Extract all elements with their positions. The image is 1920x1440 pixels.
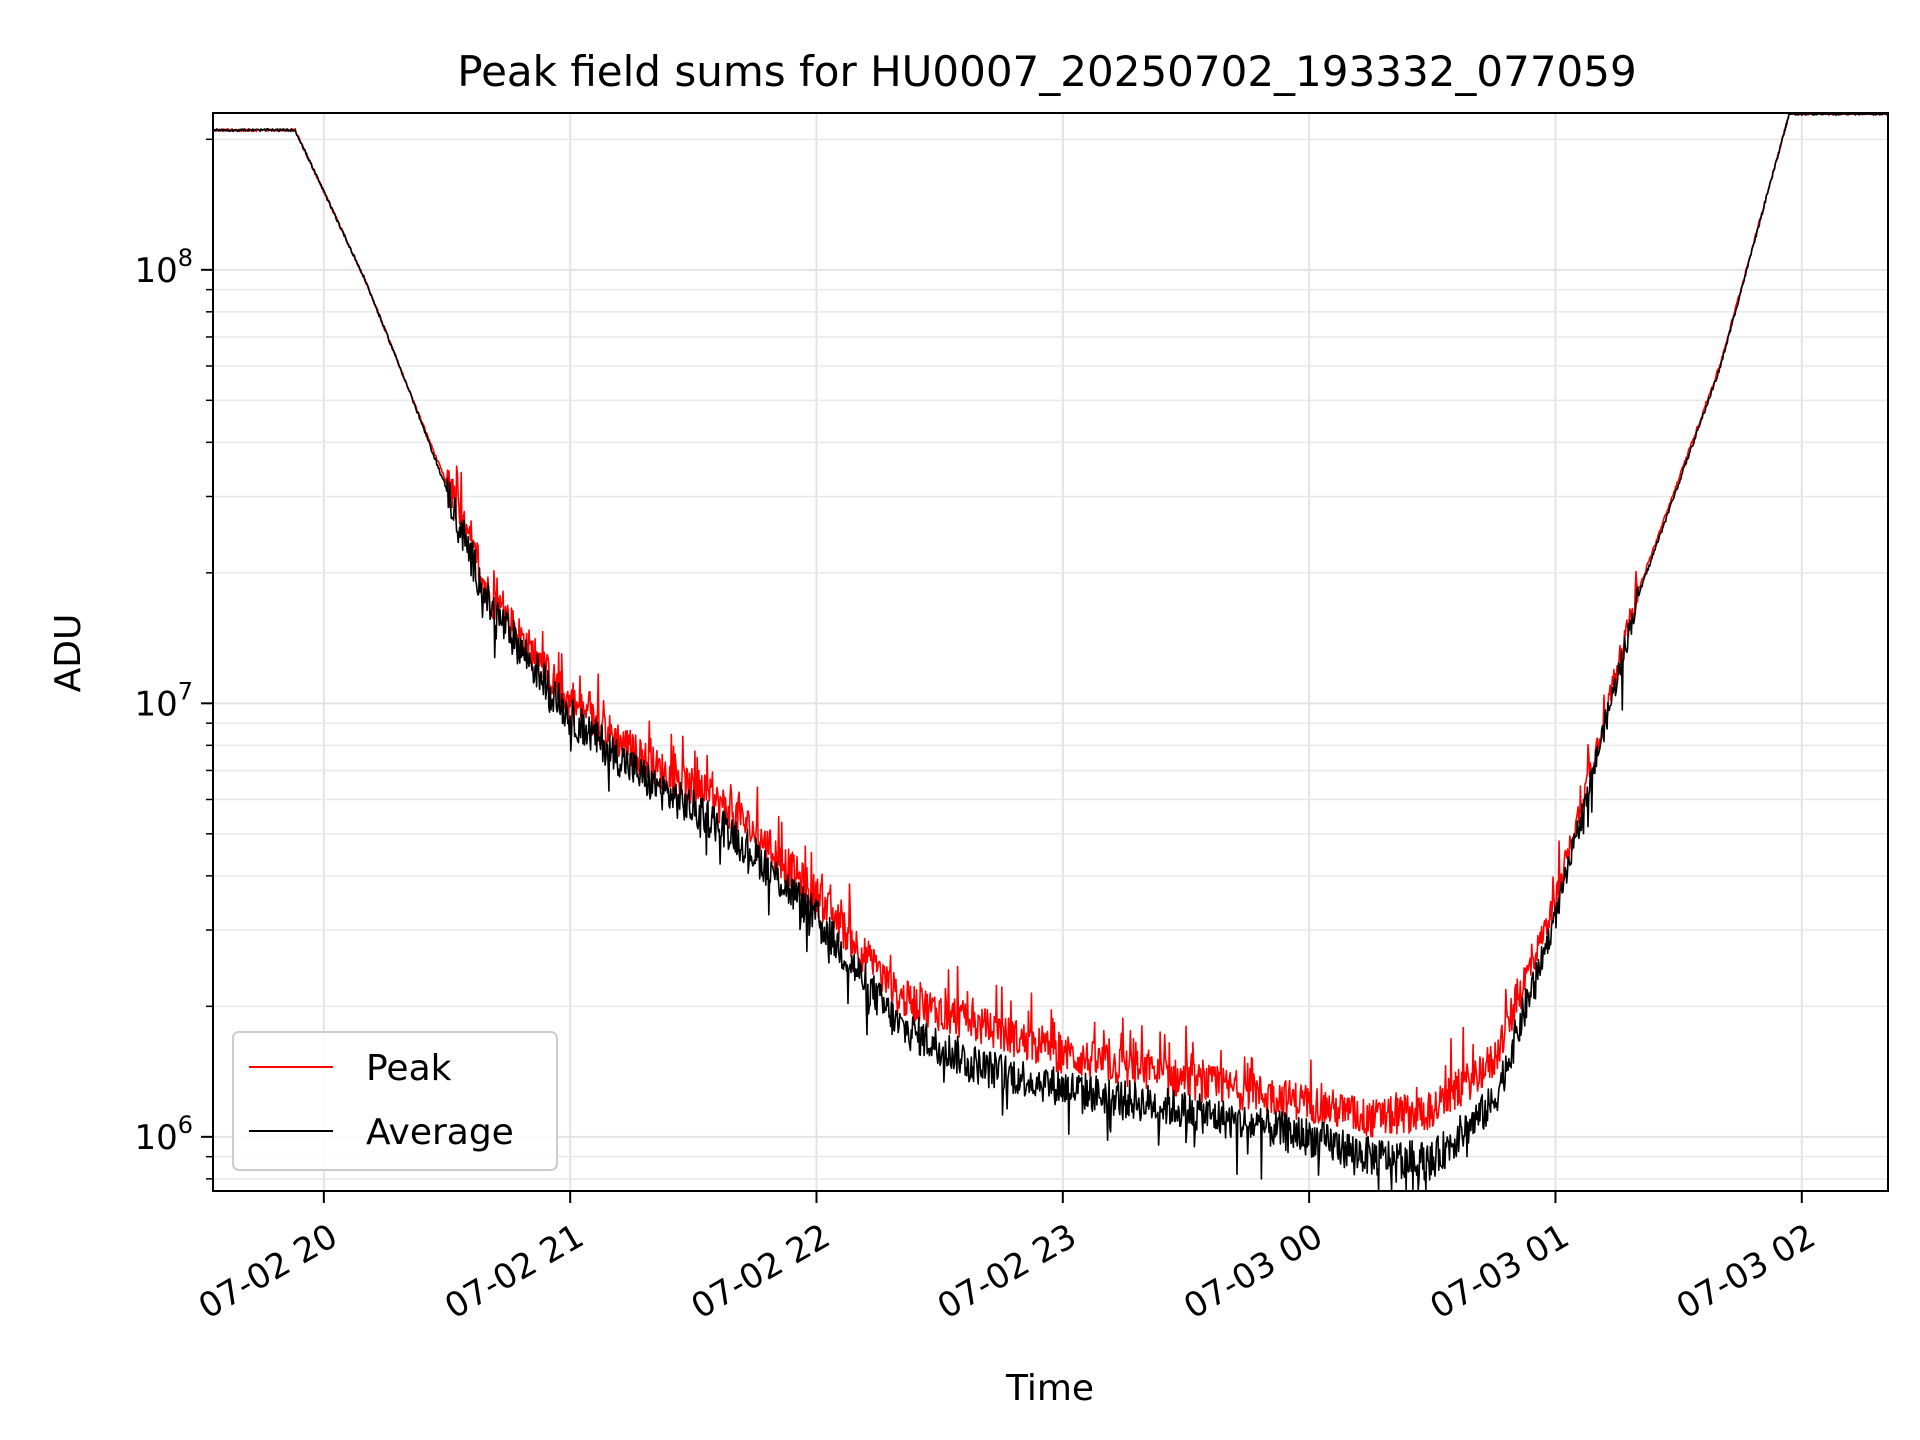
chart-title: Peak field sums for HU0007_20250702_1933… (457, 47, 1636, 96)
series-line-average (212, 113, 1888, 1191)
y-tick-base: 10 (134, 251, 177, 291)
x-axis-label: Time (1005, 1368, 1094, 1409)
legend-average-label: Average (366, 1112, 514, 1153)
legend-peak-label: Peak (366, 1048, 452, 1089)
series-line-peak (212, 113, 1889, 1138)
y-tick-base: 10 (134, 684, 177, 724)
y-tick-label: 108 (134, 244, 193, 291)
y-tick-base: 10 (134, 1118, 177, 1158)
plot-frame (212, 112, 1889, 1192)
legend: Peak Average (232, 1031, 558, 1171)
y-tick-exponent: 6 (178, 1111, 193, 1139)
y-tick-exponent: 7 (178, 677, 193, 705)
y-tick-exponent: 8 (178, 244, 193, 272)
y-tick-label: 107 (134, 677, 193, 724)
y-axis-label: ADU (48, 614, 89, 693)
series-group (212, 113, 1889, 1191)
y-tick-label: 106 (134, 1111, 193, 1158)
